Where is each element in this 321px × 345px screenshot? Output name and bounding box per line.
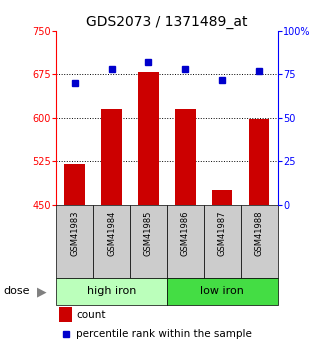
Text: GSM41988: GSM41988	[255, 210, 264, 256]
Bar	[175, 109, 195, 205]
Bar	[167, 278, 278, 305]
Bar	[65, 164, 85, 205]
Text: GSM41983: GSM41983	[70, 210, 79, 256]
Text: high iron: high iron	[87, 286, 136, 296]
Bar	[241, 205, 278, 278]
Text: GSM41986: GSM41986	[181, 210, 190, 256]
Text: count: count	[76, 310, 106, 320]
Bar	[93, 205, 130, 278]
Bar	[56, 278, 167, 305]
Bar	[249, 119, 269, 205]
Bar	[56, 205, 93, 278]
Bar	[59, 307, 72, 323]
Text: GSM41984: GSM41984	[107, 210, 116, 256]
Bar	[212, 190, 232, 205]
Text: dose: dose	[3, 286, 30, 296]
Bar	[167, 205, 204, 278]
Bar	[130, 205, 167, 278]
Bar	[101, 109, 122, 205]
Bar	[204, 205, 241, 278]
Text: GDS2073 / 1371489_at: GDS2073 / 1371489_at	[86, 15, 248, 29]
Bar	[138, 71, 159, 205]
Text: GSM41987: GSM41987	[218, 210, 227, 256]
Text: ▶: ▶	[37, 285, 47, 298]
Text: low iron: low iron	[200, 286, 244, 296]
Text: percentile rank within the sample: percentile rank within the sample	[76, 329, 252, 339]
Text: GSM41985: GSM41985	[144, 210, 153, 256]
